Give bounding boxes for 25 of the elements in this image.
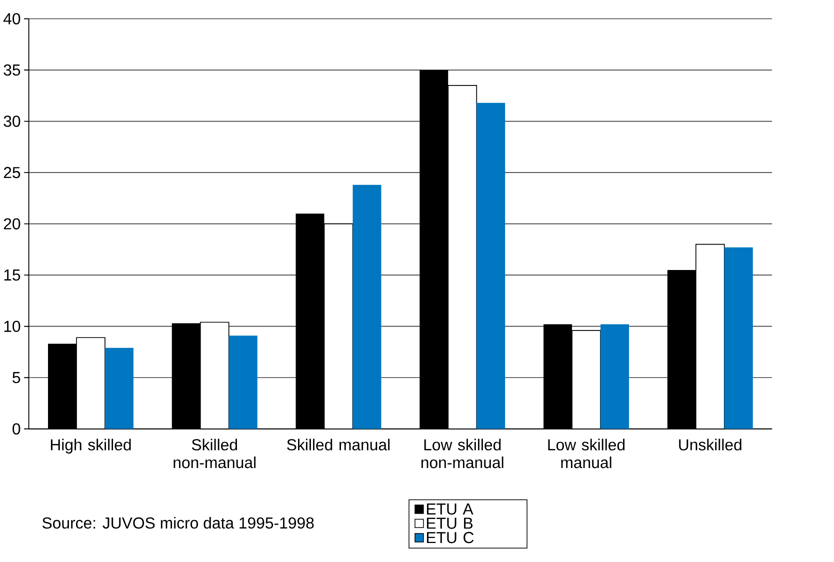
y-tick-label: 25	[4, 166, 20, 178]
bar	[724, 247, 753, 429]
y-tick-label: 20	[4, 218, 20, 230]
y-tick-label: 0	[12, 423, 20, 434]
x-tick-label: Skilled manual	[287, 438, 390, 450]
bar	[352, 184, 382, 429]
y-tick-label: 5	[12, 372, 20, 384]
source-note: Source: JUVOS micro data 1995-1998	[42, 516, 314, 529]
bar	[600, 324, 629, 429]
x-tick-label: Skilled non-manual	[174, 438, 256, 468]
y-tick-label: 15	[4, 269, 20, 281]
bar	[476, 102, 506, 429]
x-tick-label: Unskilled	[679, 438, 742, 450]
y-tick-label: 10	[4, 320, 20, 332]
legend-label: ETU A	[426, 503, 474, 515]
x-tick-label: Low skilled manual	[548, 438, 625, 468]
legend-label: ETU C	[426, 532, 474, 544]
legend-label: ETU B	[426, 518, 473, 529]
bar	[104, 348, 134, 429]
x-tick-label: High skilled	[50, 438, 131, 454]
y-tick-label: 40	[3, 13, 20, 24]
x-tick-label: Low skilled non-manual	[421, 438, 504, 468]
bar	[228, 336, 258, 429]
y-tick-label: 30	[4, 116, 20, 127]
y-tick-label: 35	[4, 64, 20, 76]
